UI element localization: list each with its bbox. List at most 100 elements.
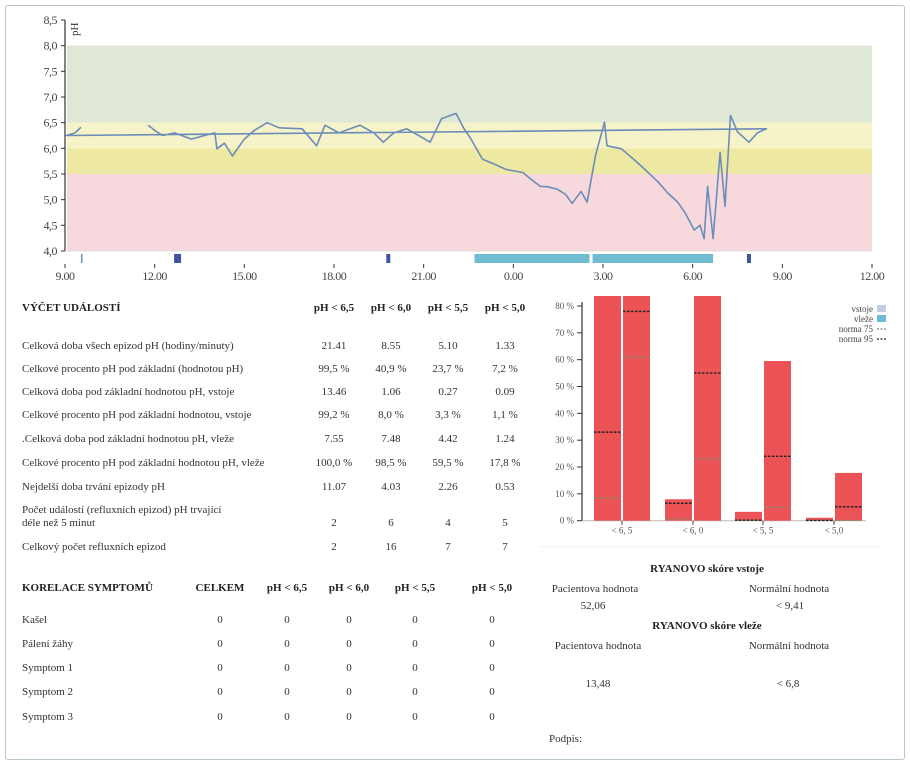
- bar-vleže: [835, 472, 862, 521]
- x-tick-label: 9.00: [56, 269, 76, 283]
- events-cell: 1.06: [381, 386, 401, 398]
- events-row-label: Celkové procento pH pod základní hodnoto…: [22, 409, 252, 421]
- events-cell: 6: [388, 517, 394, 529]
- symptoms-column-header: CELKEM: [195, 582, 245, 594]
- ryan-supine-patient-value: 13,48: [585, 678, 611, 690]
- events-cell: 23,7 %: [432, 363, 464, 375]
- events-column-header: pH < 5,0: [484, 302, 526, 314]
- ph-band-3: [67, 174, 872, 251]
- events-cell: 0.53: [495, 481, 515, 493]
- symptoms-cell: 0: [489, 614, 495, 626]
- legend-label: norma 95: [839, 334, 874, 344]
- events-cell: 5.10: [438, 340, 458, 352]
- bar-y-tick-label: 10 %: [555, 489, 574, 499]
- events-cell: 8,0 %: [378, 409, 404, 421]
- events-title: VÝČET UDÁLOSTÍ: [22, 302, 121, 314]
- x-tick-label: 18.00: [322, 269, 347, 283]
- symptoms-cell: 0: [346, 711, 352, 723]
- y-tick-label: 4,0: [44, 244, 58, 258]
- y-tick-label: 5,5: [44, 167, 58, 181]
- body-position-marker: [386, 254, 391, 263]
- bar-x-tick-label: < 5,0: [825, 526, 844, 536]
- symptoms-column-header: pH < 6,5: [266, 582, 308, 594]
- events-column-header: pH < 6,5: [313, 302, 355, 314]
- legend-swatch: [877, 305, 886, 312]
- y-axis-label: pH: [69, 23, 81, 37]
- x-tick-label: 0.00: [504, 269, 524, 283]
- events-cell: 7.48: [381, 433, 401, 445]
- symptoms-cell: 0: [217, 662, 223, 674]
- events-cell: 2.26: [438, 481, 458, 493]
- bar-x-tick-label: < 6, 0: [683, 526, 704, 536]
- y-tick-label: 8,0: [44, 39, 58, 53]
- events-cell: 98,5 %: [375, 457, 407, 469]
- events-cell: 5: [502, 517, 508, 529]
- ryan-upright-normal-value: < 9,41: [775, 600, 805, 612]
- events-cell: 8.55: [381, 340, 401, 352]
- events-cell: 1.33: [495, 340, 515, 352]
- symptoms-row-label: Symptom 2: [22, 686, 74, 698]
- events-cell: 4.03: [381, 481, 401, 493]
- events-cell: 4.42: [438, 433, 458, 445]
- y-tick-label: 7,0: [44, 90, 58, 104]
- events-cell: 1.24: [495, 433, 515, 445]
- ryan-supine-patient-label: Pacientova hodnota: [554, 640, 642, 652]
- bar-y-tick-label: 30 %: [555, 435, 574, 445]
- events-row-label: Celková doba všech epizod pH (hodiny/min…: [22, 340, 234, 352]
- ph-band-2: [67, 148, 872, 174]
- bar-y-tick-label: 20 %: [555, 462, 574, 472]
- bar-vstoje: [735, 511, 762, 521]
- bar-vstoje: [806, 517, 833, 521]
- symptoms-cell: 0: [217, 614, 223, 626]
- events-row-label: Celkové procento pH pod základní hodnoto…: [22, 457, 265, 469]
- body-position-marker: [80, 254, 83, 263]
- y-tick-label: 6,5: [44, 116, 58, 130]
- symptoms-title: KORELACE SYMPTOMŮ: [22, 582, 153, 594]
- bar-vleže: [623, 296, 650, 521]
- body-position-marker: [592, 254, 714, 263]
- ph-chart: 4,0 4,5 5,0 5,5 6,0 6,5 7,0 7,5 8,0 8,5 pH 9.00 12.0…: [44, 13, 886, 283]
- y-tick-label: 4,5: [44, 218, 58, 232]
- events-row-label: .Celková doba pod základní hodnotou pH, …: [22, 433, 235, 445]
- ryan-upright-patient-value: 52,06: [580, 600, 606, 612]
- symptoms-cell: 0: [346, 614, 352, 626]
- x-tick-label: 6.00: [683, 269, 703, 283]
- ph-trace: [65, 112, 768, 240]
- symptoms-row-label: Kašel: [22, 614, 48, 626]
- y-tick-label: 5,0: [44, 193, 58, 207]
- symptoms-cell: 0: [284, 614, 290, 626]
- events-cell: 7: [502, 541, 508, 553]
- events-cell: 13.46: [321, 386, 347, 398]
- bar-y-tick-label: 60 %: [555, 355, 574, 365]
- ryan-supine-normal-label: Normální hodnota: [748, 640, 830, 652]
- events-cell: 0.09: [495, 386, 515, 398]
- ph-band-0: [67, 45, 872, 123]
- events-cell: 1,1 %: [492, 409, 518, 421]
- legend-label: vleže: [854, 314, 873, 324]
- legend-label: norma 75: [839, 324, 874, 334]
- symptoms-cell: 0: [284, 686, 290, 698]
- bar-vleže: [764, 361, 791, 521]
- events-cell: 59,5 %: [432, 457, 464, 469]
- bar-y-tick-label: 70 %: [555, 328, 574, 338]
- symptoms-cell: 0: [346, 686, 352, 698]
- y-tick-label: 8,5: [44, 13, 58, 27]
- events-row-label-cont: déle než 5 minut: [22, 517, 96, 529]
- bar-vleže: [694, 296, 721, 521]
- events-cell: 21.41: [321, 340, 347, 352]
- symptoms-cell: 0: [284, 711, 290, 723]
- bar-y-tick-label: 80 %: [555, 301, 574, 311]
- symptoms-cell: 0: [346, 662, 352, 674]
- events-row-label: Celková doba pod základní hodnotou pH, v…: [22, 386, 235, 398]
- bar-chart: 0 % 10 % 20 % 30 % 40 % 50 % 60 % 70 % 80 % < 6, …: [540, 296, 886, 548]
- bar-x-tick-label: < 6, 5: [612, 526, 633, 536]
- events-row-label: Celkové procento pH pod základní (hodnot…: [22, 363, 244, 375]
- events-cell: 3,3 %: [435, 409, 461, 421]
- symptoms-cell: 0: [412, 711, 418, 723]
- x-tick-label: 12.00: [860, 269, 885, 283]
- events-cell: 17,8 %: [489, 457, 521, 469]
- events-cell: 99,2 %: [318, 409, 350, 421]
- symptoms-column-header: pH < 5,0: [471, 582, 513, 594]
- ryan-supine-normal-value: < 6,8: [776, 678, 800, 690]
- body-position-marker: [746, 254, 751, 263]
